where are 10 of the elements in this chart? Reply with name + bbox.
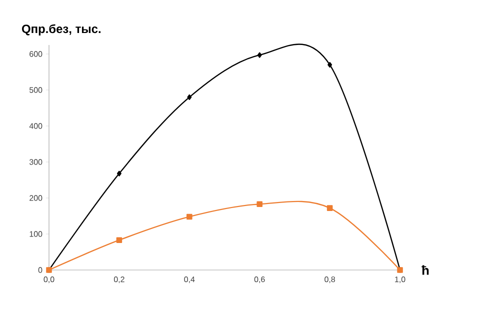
x-axis-title: ħ [422, 265, 429, 275]
point [328, 62, 332, 68]
y-axis-title: Qпр.без, тыс. [22, 24, 100, 36]
point [257, 52, 262, 58]
point [116, 170, 122, 176]
point [256, 201, 262, 208]
point [187, 94, 192, 100]
point [326, 205, 333, 211]
point [186, 214, 192, 220]
point [116, 237, 122, 244]
